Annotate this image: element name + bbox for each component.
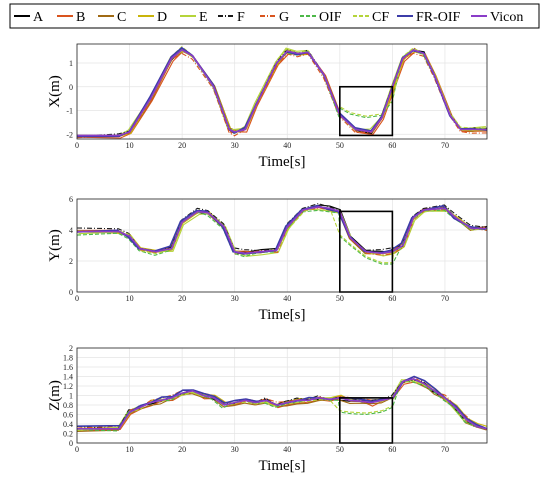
x-tick-label: 30	[231, 141, 239, 150]
x-tick-label: 30	[231, 445, 239, 454]
y-tick-label: 4	[69, 226, 73, 235]
legend-item-cf: CF	[353, 10, 389, 25]
legend-label: E	[199, 10, 208, 25]
x-tick-label: 20	[178, 294, 186, 303]
legend-item-d: D	[138, 10, 167, 25]
x-tick-label: 30	[231, 294, 239, 303]
x-tick-label: 50	[336, 294, 344, 303]
x-tick-label: 60	[388, 294, 396, 303]
x-tick-label: 60	[388, 445, 396, 454]
x-tick-label: 10	[126, 294, 134, 303]
x-axis-label: Time[s]	[259, 307, 306, 323]
legend-label: F	[237, 10, 245, 25]
x-axis-label: Time[s]	[259, 458, 306, 474]
y-tick-label: 0	[69, 439, 73, 448]
legend-item-fr-oif: FR-OIF	[397, 10, 461, 25]
series-line-vicon	[77, 48, 487, 137]
y-tick-label: 1	[69, 59, 73, 68]
x-tick-label: 0	[75, 141, 79, 150]
legend-item-b: B	[57, 10, 85, 25]
x-tick-label: 40	[283, 141, 291, 150]
x-tick-label: 20	[178, 141, 186, 150]
y-axis-label: X(m)	[47, 75, 63, 108]
y-tick-label: 2	[69, 344, 73, 353]
axes-frame	[76, 43, 488, 140]
legend-label: D	[157, 10, 167, 25]
legend-item-oif: OIF	[300, 10, 342, 25]
x-tick-label: 50	[336, 445, 344, 454]
axes-frame	[76, 347, 488, 444]
y-tick-label: -2	[66, 130, 73, 139]
legend-label: A	[33, 10, 44, 25]
x-tick-label: 10	[126, 445, 134, 454]
y-tick-label: 0.4	[63, 420, 73, 429]
legend-item-vicon: Vicon	[471, 10, 523, 25]
y-tick-label: 0	[69, 288, 73, 297]
x-tick-label: 0	[75, 294, 79, 303]
y-tick-label: 6	[69, 195, 73, 204]
y-axis-label: Z(m)	[47, 380, 63, 411]
y-tick-label: 0.6	[63, 411, 73, 420]
x-tick-label: 50	[336, 141, 344, 150]
series-line-vicon	[77, 205, 487, 255]
axes-frame	[76, 198, 488, 293]
y-tick-label: 1.2	[63, 382, 73, 391]
y-tick-label: 1.8	[63, 354, 73, 363]
legend-label: CF	[372, 10, 389, 25]
legend-label: OIF	[319, 10, 342, 25]
y-position-chart: 0 10 20 30 40 50 60 70 0 2 4 6 Time[s] Y(m)	[47, 195, 488, 323]
series-line-vicon	[77, 378, 488, 430]
legend-item-c: C	[98, 10, 126, 25]
y-tick-label: 1	[69, 392, 73, 401]
legend-label: Vicon	[490, 10, 523, 25]
y-tick-label: 2	[69, 257, 73, 266]
series-line-g	[76, 52, 487, 139]
x-tick-label: 10	[126, 141, 134, 150]
highlight-box	[339, 85, 394, 137]
x-position-chart: 0 10 20 30 40 50 60 70 -2 -1 0 1 Time[s] X(m)	[47, 43, 488, 170]
legend-label: FR-OIF	[416, 10, 461, 25]
series-line-cf	[76, 45, 487, 137]
z-position-chart: 0 10 20 30 40 50 60 70 00.20.40.60.811.21.41.61.…	[47, 344, 488, 474]
legend-label: C	[117, 10, 126, 25]
series-line-cf	[77, 380, 488, 431]
x-tick-label: 40	[283, 445, 291, 454]
legend: A B C D E F G OIF CF FR-OIF Vicon	[9, 3, 540, 29]
x-tick-label: 70	[441, 445, 449, 454]
y-tick-label: 1.4	[63, 373, 73, 382]
legend-item-a: A	[14, 10, 44, 25]
x-tick-label: 70	[441, 294, 449, 303]
legend-label: G	[279, 10, 289, 25]
x-tick-label: 40	[283, 294, 291, 303]
x-tick-label: 70	[441, 141, 449, 150]
y-tick-label: -1	[66, 107, 73, 116]
x-axis-label: Time[s]	[259, 154, 306, 170]
y-axis-label: Y(m)	[47, 229, 63, 262]
legend-item-f: F	[218, 10, 245, 25]
legend-item-e: E	[180, 10, 208, 25]
legend-label: B	[76, 10, 85, 25]
y-tick-label: 0.2	[63, 430, 73, 439]
y-tick-label: 0	[69, 83, 73, 92]
y-tick-label: 1.6	[63, 363, 73, 372]
x-tick-label: 20	[178, 445, 186, 454]
legend-item-g: G	[260, 10, 289, 25]
x-tick-label: 0	[75, 445, 79, 454]
y-tick-label: 0.8	[63, 401, 73, 410]
x-tick-label: 60	[388, 141, 396, 150]
